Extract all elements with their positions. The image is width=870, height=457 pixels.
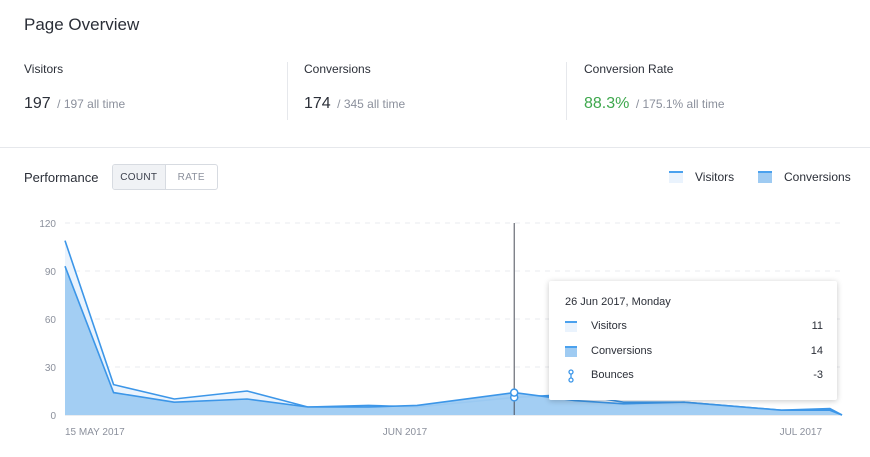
- stat-value-wrap: 174 / 345 all time: [304, 95, 405, 113]
- legend-label: Conversions: [784, 170, 851, 184]
- stat-value-wrap: 197 / 197 all time: [24, 95, 125, 113]
- toggle-rate-button[interactable]: RATE: [177, 171, 205, 183]
- tooltip-row-bounces: Bounces -3: [565, 369, 823, 383]
- stat-label: Conversion Rate: [584, 62, 674, 76]
- visitors-swatch-icon: [565, 321, 577, 332]
- visitors-swatch-icon: [669, 171, 683, 183]
- y-tick-label: 30: [45, 363, 57, 374]
- y-tick-label: 90: [45, 267, 57, 278]
- stats-bar: Visitors 197 / 197 all time Conversions …: [0, 50, 870, 146]
- stat-divider: [566, 62, 567, 120]
- x-tick-label: JUN 2017: [383, 427, 428, 438]
- stat-value-wrap: 88.3% / 175.1% all time: [584, 95, 725, 113]
- tooltip-row-label: Bounces: [591, 369, 634, 381]
- y-tick-label: 60: [45, 315, 57, 326]
- stat-divider: [287, 62, 288, 120]
- conversions-swatch-icon: [758, 171, 772, 183]
- tooltip-date: 26 Jun 2017, Monday: [565, 296, 671, 308]
- tooltip-row-visitors: Visitors 11: [565, 320, 823, 334]
- stat-sub: / 197 all time: [57, 97, 126, 111]
- x-tick-label: JUL 2017: [780, 427, 823, 438]
- stat-value: 88.3%: [584, 95, 630, 112]
- legend-item-conversions[interactable]: Conversions: [758, 170, 851, 184]
- tooltip-row-value: -3: [813, 369, 823, 381]
- legend-label: Visitors: [695, 170, 735, 184]
- tooltip-row-label: Conversions: [591, 345, 653, 357]
- stat-value: 197: [24, 95, 51, 112]
- tooltip-row-conversions: Conversions 14: [565, 345, 823, 359]
- x-tick-label: 15 MAY 2017: [65, 427, 125, 438]
- series-line-conversions: [64, 265, 843, 416]
- bounces-icon: [568, 369, 574, 383]
- metric-toggle: COUNT RATE: [112, 164, 218, 190]
- hover-point: [509, 388, 519, 397]
- legend-item-visitors[interactable]: Visitors: [669, 170, 734, 184]
- chart-tooltip: 26 Jun 2017, Monday Visitors 11 Conversi…: [549, 281, 837, 400]
- series-area-conversions: [65, 266, 842, 415]
- performance-chart[interactable]: 120 90 60 30 0 15 MAY 2017 JUN 2017 JUL 2017: [0, 205, 870, 457]
- stat-label: Visitors: [24, 62, 64, 76]
- section-divider: [0, 147, 870, 148]
- page-title: Page Overview: [24, 15, 140, 34]
- conversions-swatch-icon: [565, 346, 577, 357]
- stat-label: Conversions: [304, 62, 371, 76]
- y-tick-label: 120: [39, 219, 56, 230]
- performance-title: Performance: [24, 170, 99, 185]
- y-tick-label: 0: [50, 411, 56, 422]
- tooltip-row-value: 11: [811, 320, 823, 332]
- toggle-count-button[interactable]: COUNT: [113, 165, 166, 189]
- stat-sub: / 175.1% all time: [635, 97, 725, 111]
- stat-sub: / 345 all time: [337, 97, 406, 111]
- stat-value: 174: [304, 95, 331, 112]
- tooltip-row-value: 14: [810, 345, 823, 357]
- tooltip-row-label: Visitors: [591, 320, 627, 332]
